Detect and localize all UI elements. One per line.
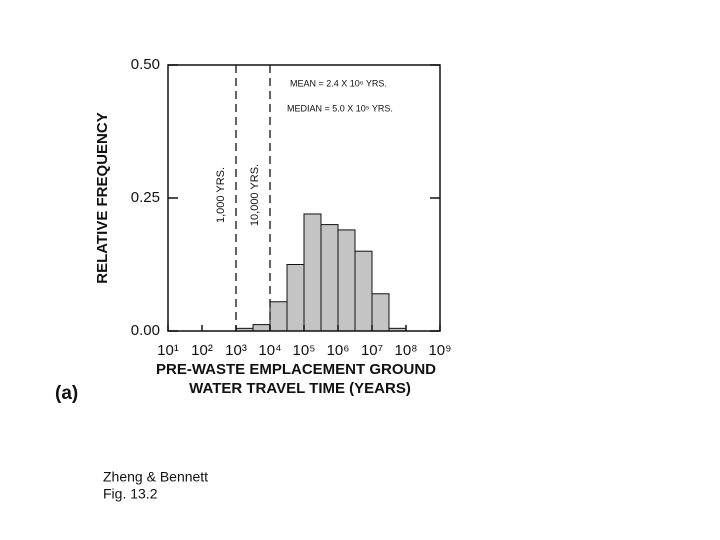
- bar: [354, 250, 373, 332]
- x-tick-label: 10⁹: [428, 342, 451, 359]
- y-tick-label: 0.25: [131, 189, 160, 206]
- bar: [286, 264, 305, 332]
- y-tick-label: 0.50: [131, 56, 160, 73]
- x-tick-label: 10⁶: [327, 342, 350, 359]
- bar: [320, 224, 339, 332]
- panel-label: (a): [55, 383, 78, 404]
- bar: [252, 324, 271, 332]
- x-axis-title: PRE-WASTE EMPLACEMENT GROUND: [156, 361, 436, 378]
- bar: [269, 301, 288, 332]
- reference-label: 1,000 YRS.: [215, 167, 227, 223]
- y-tick-label: 0.00: [131, 322, 160, 339]
- bar: [337, 229, 356, 332]
- x-tick-label: 10⁷: [361, 342, 383, 359]
- x-tick-label: 10⁴: [258, 342, 281, 359]
- x-tick-label: 10²: [191, 342, 213, 359]
- x-tick-label: 10³: [225, 342, 247, 359]
- y-axis-title: RELATIVE FREQUENCY: [94, 112, 111, 283]
- caption: Zheng & Bennett: [103, 469, 208, 485]
- annotation: MEDIAN = 5.0 X 10⁵ YRS.: [287, 103, 393, 113]
- caption: Fig. 13.2: [103, 486, 158, 502]
- annotation: MEAN = 2.4 X 10⁶ YRS.: [290, 78, 387, 88]
- x-tick-label: 10¹: [157, 342, 179, 359]
- bar: [371, 293, 390, 332]
- x-axis-title: WATER TRAVEL TIME (YEARS): [189, 380, 411, 397]
- x-tick-label: 10⁵: [293, 342, 316, 359]
- x-tick-label: 10⁸: [394, 342, 417, 359]
- reference-label: 10,000 YRS.: [249, 164, 261, 226]
- bar: [303, 213, 322, 332]
